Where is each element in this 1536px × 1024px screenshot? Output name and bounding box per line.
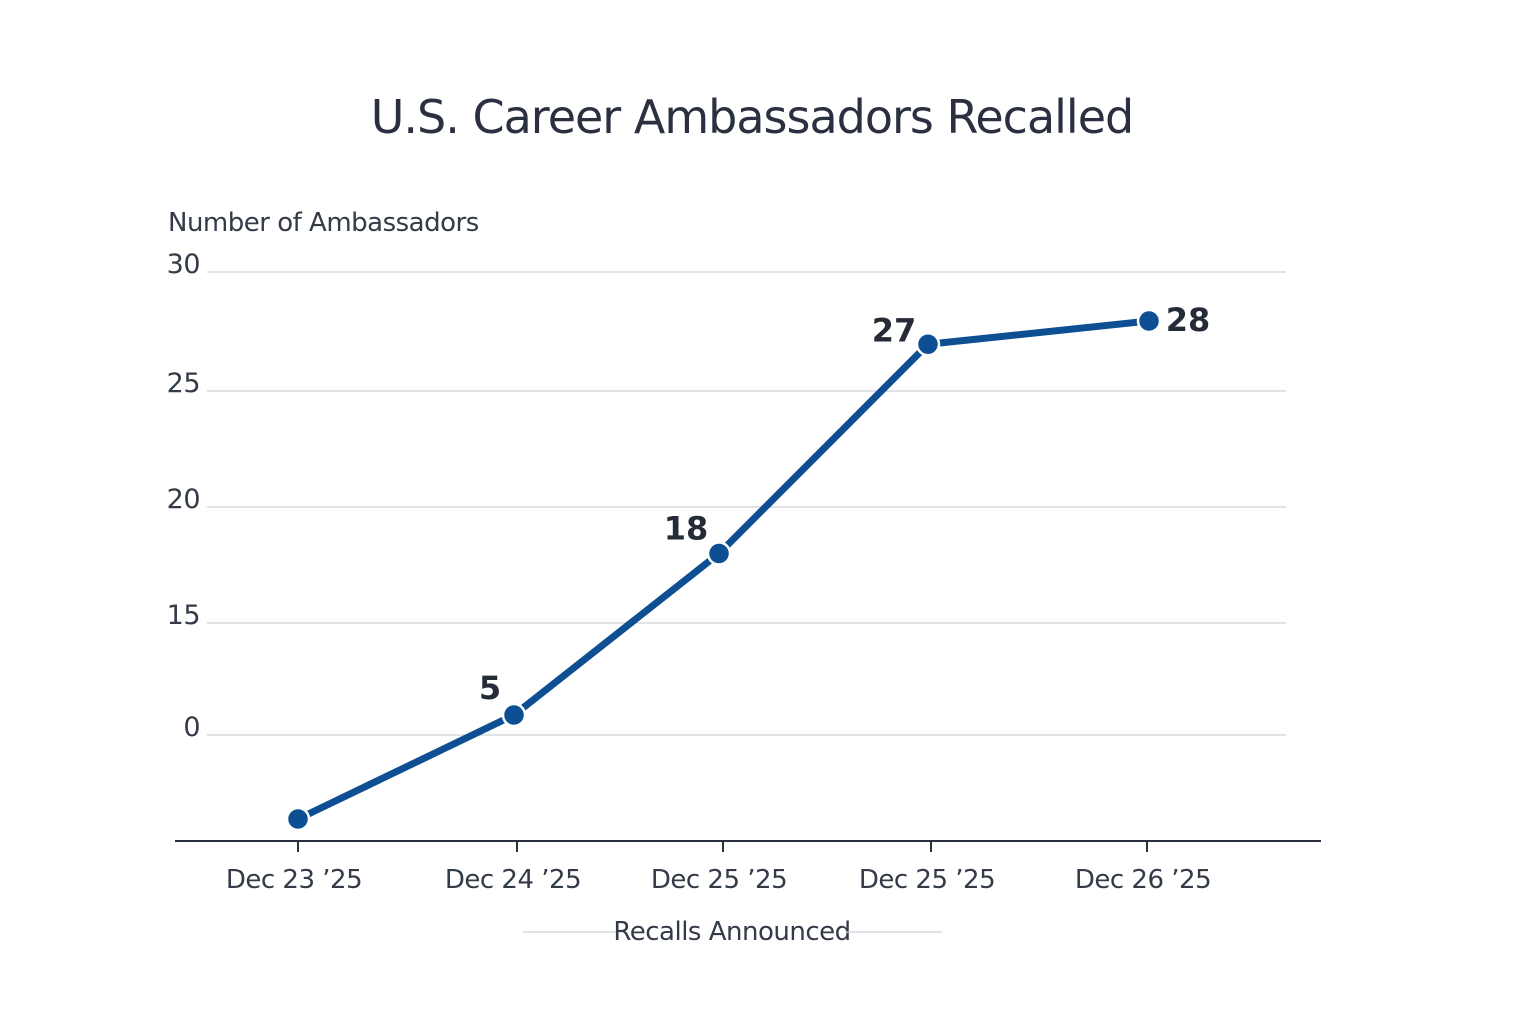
data-label-18: 18 xyxy=(664,510,709,548)
gridlines xyxy=(207,271,1286,736)
x-tick-label-1: Dec 24 ’25 xyxy=(445,865,581,895)
data-point-1 xyxy=(501,702,527,728)
data-point-0 xyxy=(285,806,311,832)
data-label-5: 5 xyxy=(479,669,501,707)
y-axis-label: Number of Ambassadors xyxy=(168,208,479,238)
x-tick-label-4: Dec 26 ’25 xyxy=(1075,865,1211,895)
data-point-3 xyxy=(915,332,941,357)
legend: Recalls Announced xyxy=(523,917,942,947)
x-tick-label-0: Dec 23 ’25 xyxy=(226,865,362,895)
y-tick-label-15: 15 xyxy=(167,600,200,631)
y-tick-label-30: 30 xyxy=(167,249,200,280)
data-point-2 xyxy=(706,541,732,566)
data-label-28: 28 xyxy=(1166,301,1211,339)
x-tick-label-3: Dec 25 ’25 xyxy=(859,865,995,895)
series-line xyxy=(294,317,1153,823)
series-recalls-announced: 5 18 27 28 xyxy=(285,301,1211,832)
y-tick-label-0: 0 xyxy=(183,712,200,743)
x-ticks: Dec 23 ’25 Dec 24 ’25 Dec 25 ’25 Dec 25 ’25… xyxy=(226,841,1212,895)
data-point-4 xyxy=(1136,308,1162,334)
y-tick-label-25: 25 xyxy=(167,368,200,399)
data-label-27: 27 xyxy=(872,311,917,349)
x-tick-label-2: Dec 25 ’25 xyxy=(651,865,787,895)
y-tick-labels: 0 15 20 25 30 xyxy=(167,249,201,743)
chart-title: U.S. Career Ambassadors Recalled xyxy=(371,90,1133,144)
y-tick-label-20: 20 xyxy=(167,484,200,515)
legend-label: Recalls Announced xyxy=(613,917,850,947)
